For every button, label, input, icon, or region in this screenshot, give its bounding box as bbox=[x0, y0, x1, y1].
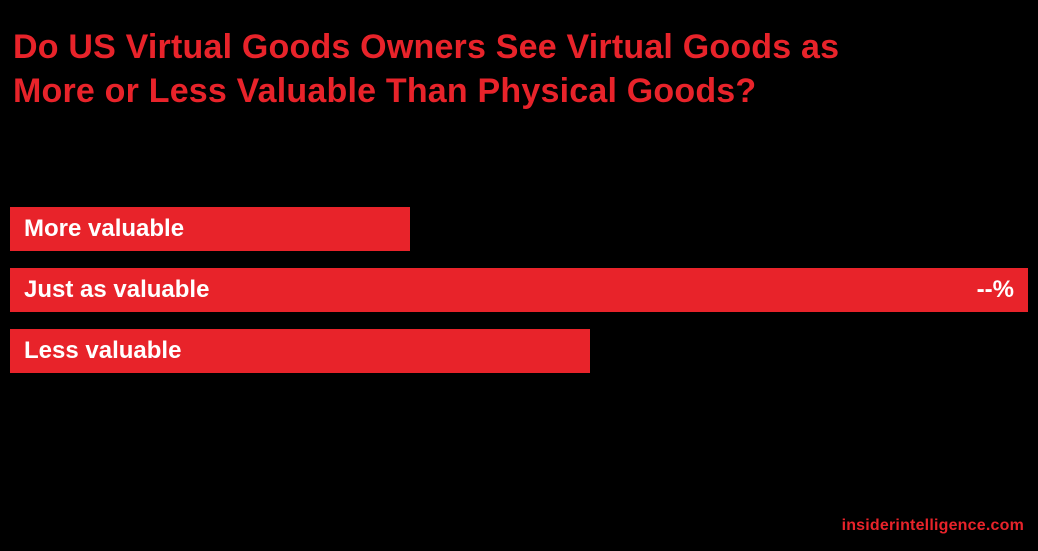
bar-label-just-as-valuable: Just as valuable bbox=[24, 276, 210, 303]
bar-value-just-as-valuable: --% bbox=[976, 276, 1014, 303]
bar-row-just-as-valuable: Just as valuable --% bbox=[10, 268, 1038, 312]
bar-row-more-valuable: More valuable bbox=[10, 207, 1038, 251]
bar-chart: More valuable Just as valuable --% Less … bbox=[10, 207, 1038, 390]
chart-title: Do US Virtual Goods Owners See Virtual G… bbox=[13, 28, 840, 110]
bar-more-valuable: More valuable bbox=[10, 207, 410, 251]
bar-label-more-valuable: More valuable bbox=[24, 215, 185, 242]
bar-label-less-valuable: Less valuable bbox=[24, 337, 182, 364]
bar-just-as-valuable: Just as valuable --% bbox=[10, 268, 1028, 312]
brand-link[interactable]: insiderintelligence.com bbox=[841, 517, 1024, 534]
bar-row-less-valuable: Less valuable bbox=[10, 329, 1038, 373]
bar-less-valuable: Less valuable bbox=[10, 329, 590, 373]
